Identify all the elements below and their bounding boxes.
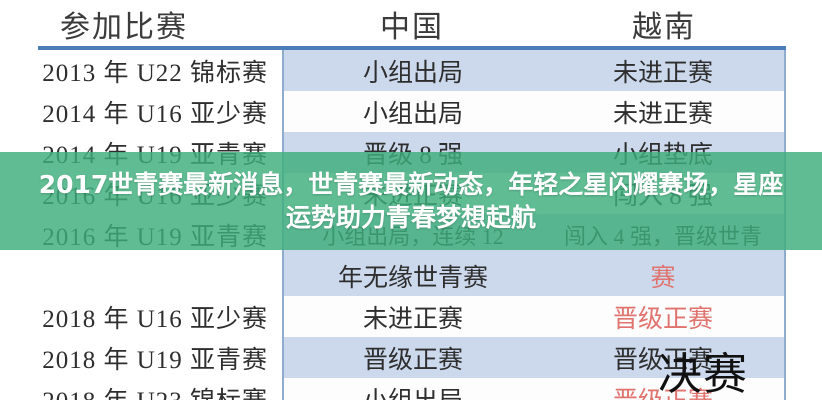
cell-china: 小组出局 (282, 91, 542, 132)
cell-event: 2018 年 U19 亚青赛 (42, 346, 268, 374)
table-header-row: 参加比赛 中国 越南 (38, 0, 786, 48)
cell-vietnam: 晋级正赛 (542, 378, 786, 400)
cell-china: 小组出局 (282, 378, 542, 400)
table-row: 2018 年 U23 锦标赛小组出局晋级正赛 (38, 378, 786, 400)
cell-vietnam: 未进正赛 (542, 50, 786, 91)
cell-china: 晋级正赛 (282, 337, 542, 378)
table-row: 2018 年 U16 亚少赛 未进正赛 晋级正赛 (38, 296, 786, 337)
column-header-china: 中国 (380, 11, 444, 44)
table-row: 2014 年 U16 亚少赛 小组出局 未进正赛 (38, 91, 786, 132)
table-row: 年无缘世青赛赛 (38, 255, 786, 296)
cell-event: 2018 年 U16 亚少赛 (42, 305, 268, 333)
column-header-event: 参加比赛 (60, 11, 188, 44)
cell-event: 2018 年 U23 锦标赛 (38, 378, 282, 400)
cell-vietnam: 未进正赛 (542, 91, 786, 132)
cell-event: 2014 年 U16 亚少赛 (42, 100, 268, 128)
cell-event: 2013 年 U22 锦标赛 (42, 59, 268, 87)
table-row: 2013 年 U22 锦标赛 小组出局 未进正赛 (38, 50, 786, 91)
cell-event (38, 255, 282, 296)
table-row: 2018 年 U19 亚青赛 晋级正赛 晋级正赛 (38, 337, 786, 378)
promo-banner-overlay: 2017世青赛最新消息，世青赛最新动态，年轻之星闪耀赛场，星座运势助力青春梦想起… (0, 152, 822, 250)
cell-vietnam: 晋级正赛 (542, 296, 786, 337)
column-header-vietnam: 越南 (632, 11, 696, 44)
cell-china: 未进正赛 (282, 296, 542, 337)
banner-headline: 2017世青赛最新消息，世青赛最新动态，年轻之星闪耀赛场，星座运势助力青春梦想起… (38, 170, 784, 232)
cell-china: 年无缘世青赛 (282, 255, 542, 296)
cell-vietnam: 晋级正赛 (542, 337, 786, 378)
watermark-text: 决赛 (658, 349, 748, 400)
cell-china: 小组出局 (282, 50, 542, 91)
header-divider (38, 46, 786, 50)
cell-vietnam: 赛 (542, 255, 786, 296)
